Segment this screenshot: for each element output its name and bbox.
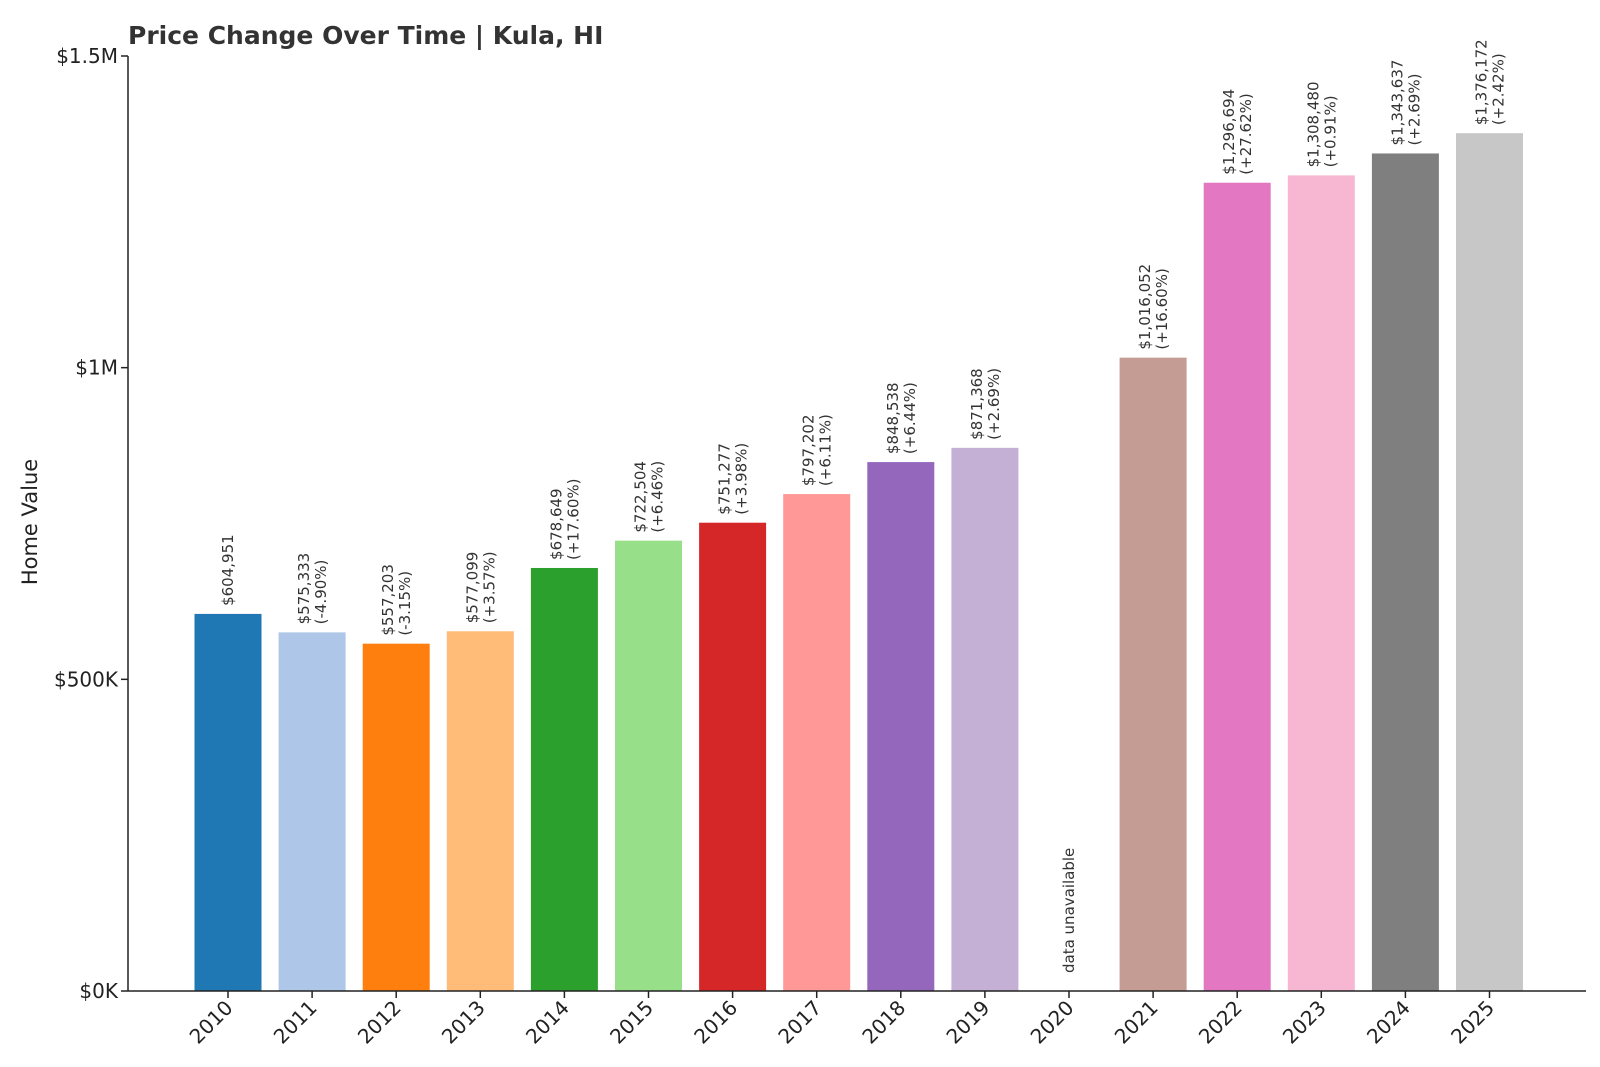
- change-label: (+6.11%): [817, 414, 835, 486]
- value-label: $797,202: [800, 414, 818, 486]
- bar-2011: [278, 632, 346, 991]
- change-label: (+2.69%): [985, 368, 1003, 440]
- value-label: $577,099: [463, 552, 481, 624]
- value-label: $871,368: [968, 368, 986, 440]
- x-tick-label: 2012: [353, 996, 406, 1049]
- y-tick-label: $500K: [54, 667, 119, 691]
- x-tick-label: 2019: [941, 996, 994, 1049]
- value-label: $575,333: [295, 553, 313, 625]
- change-label: (+17.60%): [564, 479, 582, 560]
- bar-2014: [530, 567, 598, 991]
- data-unavailable-label: data unavailable: [1060, 848, 1078, 973]
- value-label: $751,277: [716, 443, 734, 515]
- change-label: (+3.57%): [480, 551, 498, 623]
- value-label: $604,951: [219, 534, 237, 606]
- value-label: $1,308,480: [1304, 81, 1322, 167]
- bar-2021: [1119, 357, 1187, 992]
- bar-2025: [1456, 133, 1523, 991]
- change-label: (-4.90%): [312, 560, 330, 625]
- x-tick-label: 2021: [1110, 996, 1163, 1049]
- x-tick-label: 2023: [1278, 996, 1331, 1049]
- change-label: (+16.60%): [1153, 268, 1171, 349]
- bar-2012: [362, 643, 430, 991]
- x-tick-label: 2018: [857, 996, 910, 1049]
- value-label: $1,343,637: [1388, 60, 1406, 146]
- bar-2024: [1371, 153, 1439, 992]
- data-labels: $604,951 $575,333 (-4.90%) $557,203 (-3.15%)…: [219, 39, 1508, 973]
- x-tick-label: 2014: [521, 996, 574, 1049]
- value-label: $722,504: [632, 461, 650, 533]
- value-label: $557,203: [379, 564, 397, 636]
- y-tick-label: $0K: [79, 979, 118, 1003]
- bar-2016: [699, 522, 767, 991]
- change-label: (+6.44%): [901, 382, 919, 454]
- change-label: (+27.62%): [1237, 93, 1255, 174]
- change-label: (+3.98%): [733, 443, 751, 515]
- x-tick-label: 2020: [1026, 996, 1079, 1049]
- bar-2017: [783, 494, 851, 991]
- value-label: $1,376,172: [1473, 39, 1491, 125]
- value-label: $678,649: [547, 488, 565, 560]
- change-label: (+2.69%): [1405, 74, 1423, 146]
- value-label: $1,296,694: [1220, 89, 1238, 175]
- bar-2010: [194, 613, 262, 991]
- x-axis-ticks: 2010 2011 2012 2013 2014 2015 2016 2017 2018 2019…: [185, 991, 1499, 1049]
- y-axis-ticks: $0K $500K $1M $1.5M: [54, 44, 128, 1003]
- bar-2019: [951, 447, 1019, 991]
- bar-2023: [1287, 175, 1355, 991]
- x-tick-label: 2015: [605, 996, 658, 1049]
- change-label: (+2.42%): [1490, 53, 1508, 125]
- change-label: (+0.91%): [1321, 95, 1339, 167]
- value-label: $848,538: [884, 382, 902, 454]
- x-tick-label: 2024: [1362, 996, 1415, 1049]
- x-tick-label: 2025: [1446, 996, 1499, 1049]
- x-tick-label: 2011: [269, 996, 322, 1049]
- change-label: (+6.46%): [649, 461, 667, 533]
- value-label: $1,016,052: [1136, 264, 1154, 350]
- x-tick-label: 2017: [773, 996, 826, 1049]
- x-tick-label: 2010: [185, 996, 238, 1049]
- bar-2015: [615, 540, 682, 991]
- chart-title: Price Change Over Time | Kula, HI: [128, 21, 603, 50]
- bar-2013: [446, 631, 514, 991]
- x-tick-label: 2013: [437, 996, 490, 1049]
- bar-2022: [1203, 182, 1271, 991]
- x-tick-label: 2016: [689, 996, 742, 1049]
- y-axis-label: Home Value: [18, 459, 42, 585]
- bars: [194, 133, 1523, 992]
- x-tick-label: 2022: [1194, 996, 1247, 1049]
- y-tick-label: $1.5M: [56, 44, 118, 68]
- y-tick-label: $1M: [75, 356, 118, 380]
- bar-2018: [867, 462, 935, 991]
- change-label: (-3.15%): [396, 571, 414, 636]
